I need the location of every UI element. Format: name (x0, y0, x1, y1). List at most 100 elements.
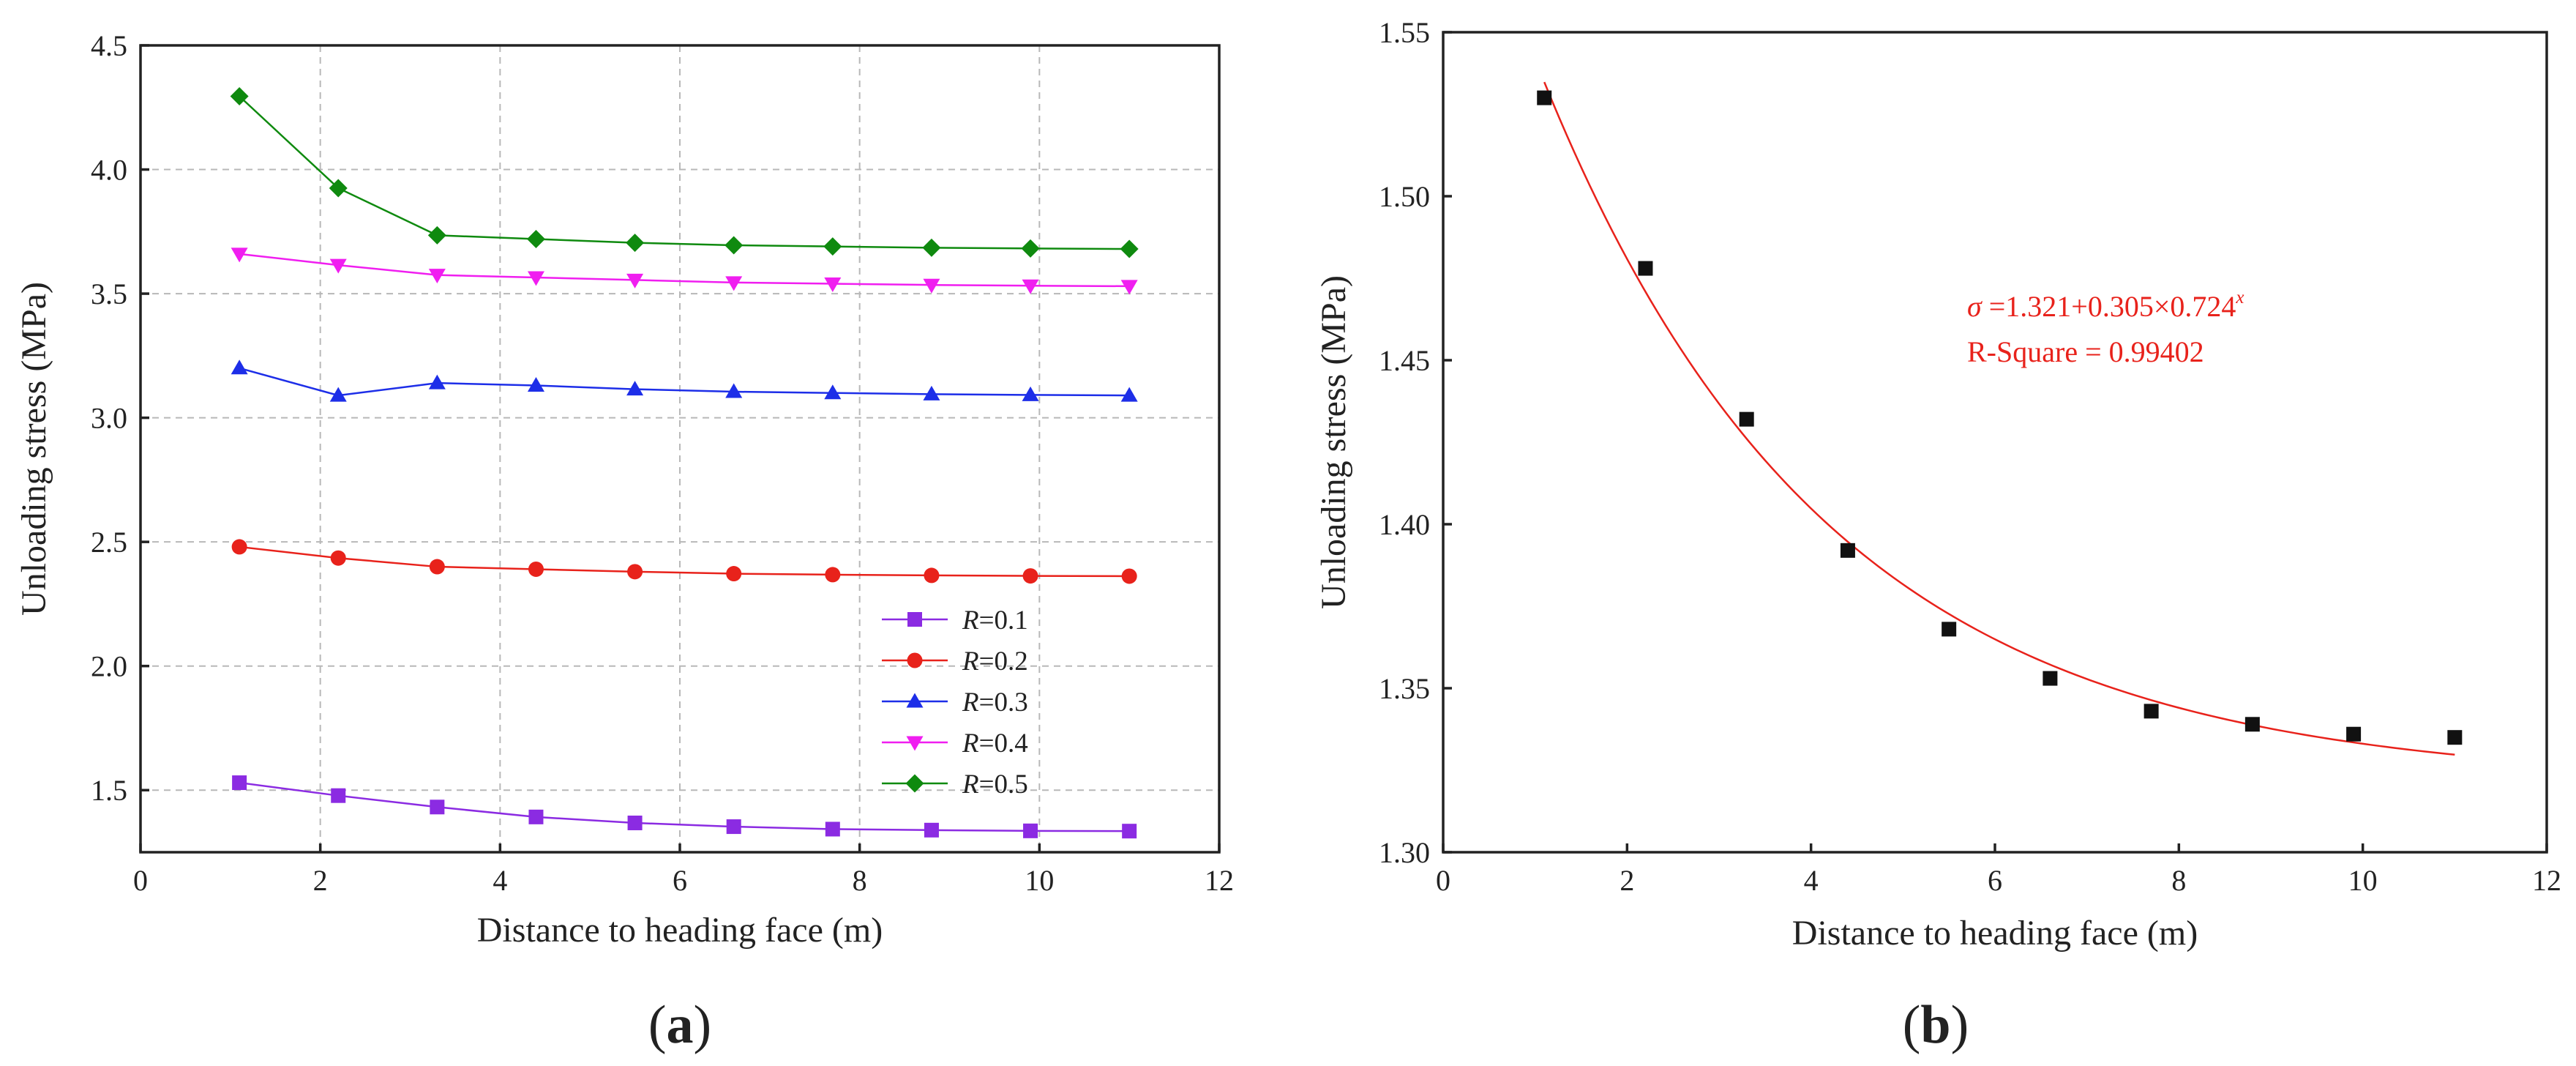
x-axis-title-a: Distance to heading face (m) (477, 911, 883, 950)
legend-label-var: R (962, 646, 979, 676)
x-tick-label: 12 (1205, 864, 1234, 897)
plot-frame-b (1442, 31, 2548, 854)
legend-label: R=0.2 (962, 646, 1028, 676)
data-point (924, 567, 940, 584)
data-point (724, 236, 744, 255)
legend-label-var: R (962, 728, 979, 758)
series-5 (230, 87, 1139, 258)
data-point (429, 559, 445, 575)
x-tick-label: 10 (2348, 864, 2378, 897)
data-point (428, 374, 446, 390)
data-point (1120, 387, 1138, 402)
data-point (526, 229, 545, 248)
data-point (2043, 671, 2058, 686)
gridlines-a (141, 45, 1219, 852)
data-point (1942, 622, 1957, 637)
legend-marker (906, 693, 924, 708)
fit-equation-sigma: σ (1967, 290, 1982, 323)
fit-equation: σ =1.321+0.305×0.724x (1967, 288, 2244, 323)
x-tick-label: 10 (1025, 864, 1054, 897)
x-tick-label: 4 (493, 864, 507, 897)
legend-a: R=0.1R=0.2R=0.3R=0.4R=0.5 (882, 605, 1028, 800)
scatter-points-b (1537, 90, 2463, 745)
y-tick-label: 1.45 (1379, 344, 1430, 377)
series-4 (231, 247, 1138, 295)
series-2 (231, 539, 1137, 584)
data-point (230, 87, 249, 106)
data-point (924, 822, 939, 838)
data-point (331, 788, 346, 803)
y-tick-label: 4.5 (91, 29, 127, 62)
axis-ticks-a: 0 2 4 6 8 10 12 1.5 2.0 2.5 3.0 3.5 4.0 4.5 (91, 29, 1234, 897)
y-tick-label: 4.0 (91, 154, 127, 187)
legend-label-var: R (962, 769, 979, 800)
data-point (527, 271, 544, 286)
legend-label-value: =0.3 (979, 687, 1028, 718)
data-point (528, 561, 544, 577)
data-point (329, 387, 347, 402)
data-point (923, 278, 940, 294)
fit-equation-body: =1.321+0.305×0.724 (1982, 290, 2236, 323)
panel-letter-b: b (1920, 995, 1950, 1055)
legend-item: R=0.4 (882, 728, 1028, 758)
data-point (1022, 386, 1039, 401)
series-line (239, 367, 1130, 397)
x-tick-label: 6 (1988, 864, 2002, 897)
data-point (1121, 568, 1137, 584)
panel-label-b: (b) (1903, 995, 1969, 1055)
fit-equation-exponent: x (2235, 288, 2244, 308)
data-point (922, 238, 941, 257)
data-point (1122, 824, 1137, 839)
data-point (1022, 568, 1038, 584)
y-tick-label: 2.5 (91, 526, 127, 559)
x-tick-label: 6 (673, 864, 687, 897)
series-1 (232, 775, 1137, 839)
data-point (329, 179, 348, 198)
data-point (626, 273, 644, 288)
series-line (239, 781, 1130, 832)
panel-label-a: (a) (648, 995, 711, 1055)
legend-label: R=0.4 (962, 728, 1028, 758)
data-point (823, 237, 842, 256)
y-axis-title-a: Unloading stress (MPa) (15, 282, 53, 616)
x-tick-label: 2 (1620, 864, 1634, 897)
data-point (824, 277, 842, 293)
data-point (231, 359, 248, 375)
data-point (2244, 717, 2260, 732)
data-point (329, 258, 347, 274)
legend-label-value: =0.1 (979, 605, 1028, 636)
axis-ticks-b: 0 2 4 6 8 10 12 1.30 1.35 1.40 1.45 1.50 1.55 (1379, 16, 2561, 897)
legend-marker (907, 612, 922, 627)
data-point (626, 381, 644, 396)
legend-label-value: =0.2 (979, 646, 1028, 676)
y-tick-label: 3.0 (91, 402, 127, 435)
legend-item: R=0.5 (882, 769, 1028, 800)
fit-r-square: R-Square = 0.99402 (1967, 335, 2204, 368)
series-line (239, 95, 1130, 250)
x-tick-label: 4 (1804, 864, 1819, 897)
data-point (2143, 704, 2159, 719)
legend-marker (907, 652, 923, 668)
series-3 (231, 359, 1138, 402)
fit-curve-group (1543, 81, 2455, 756)
legend-label: R=0.5 (962, 769, 1028, 800)
y-tick-label: 1.50 (1379, 180, 1430, 213)
x-tick-label: 2 (313, 864, 328, 897)
y-tick-label: 1.40 (1379, 508, 1430, 541)
data-point (231, 247, 248, 263)
y-tick-label: 1.35 (1379, 672, 1430, 705)
series-line (239, 253, 1130, 288)
series-lines-a (230, 87, 1139, 839)
fit-curve (1543, 81, 2455, 756)
legend-label-value: =0.5 (979, 769, 1028, 800)
data-point (1638, 261, 1653, 276)
legend-marker (905, 774, 924, 793)
data-point (430, 800, 445, 815)
data-point (1739, 411, 1754, 427)
data-point (2346, 726, 2362, 742)
legend-label-value: =0.4 (979, 728, 1028, 758)
data-point (726, 566, 742, 582)
x-tick-label: 0 (133, 864, 148, 897)
y-tick-label: 1.55 (1379, 16, 1430, 49)
